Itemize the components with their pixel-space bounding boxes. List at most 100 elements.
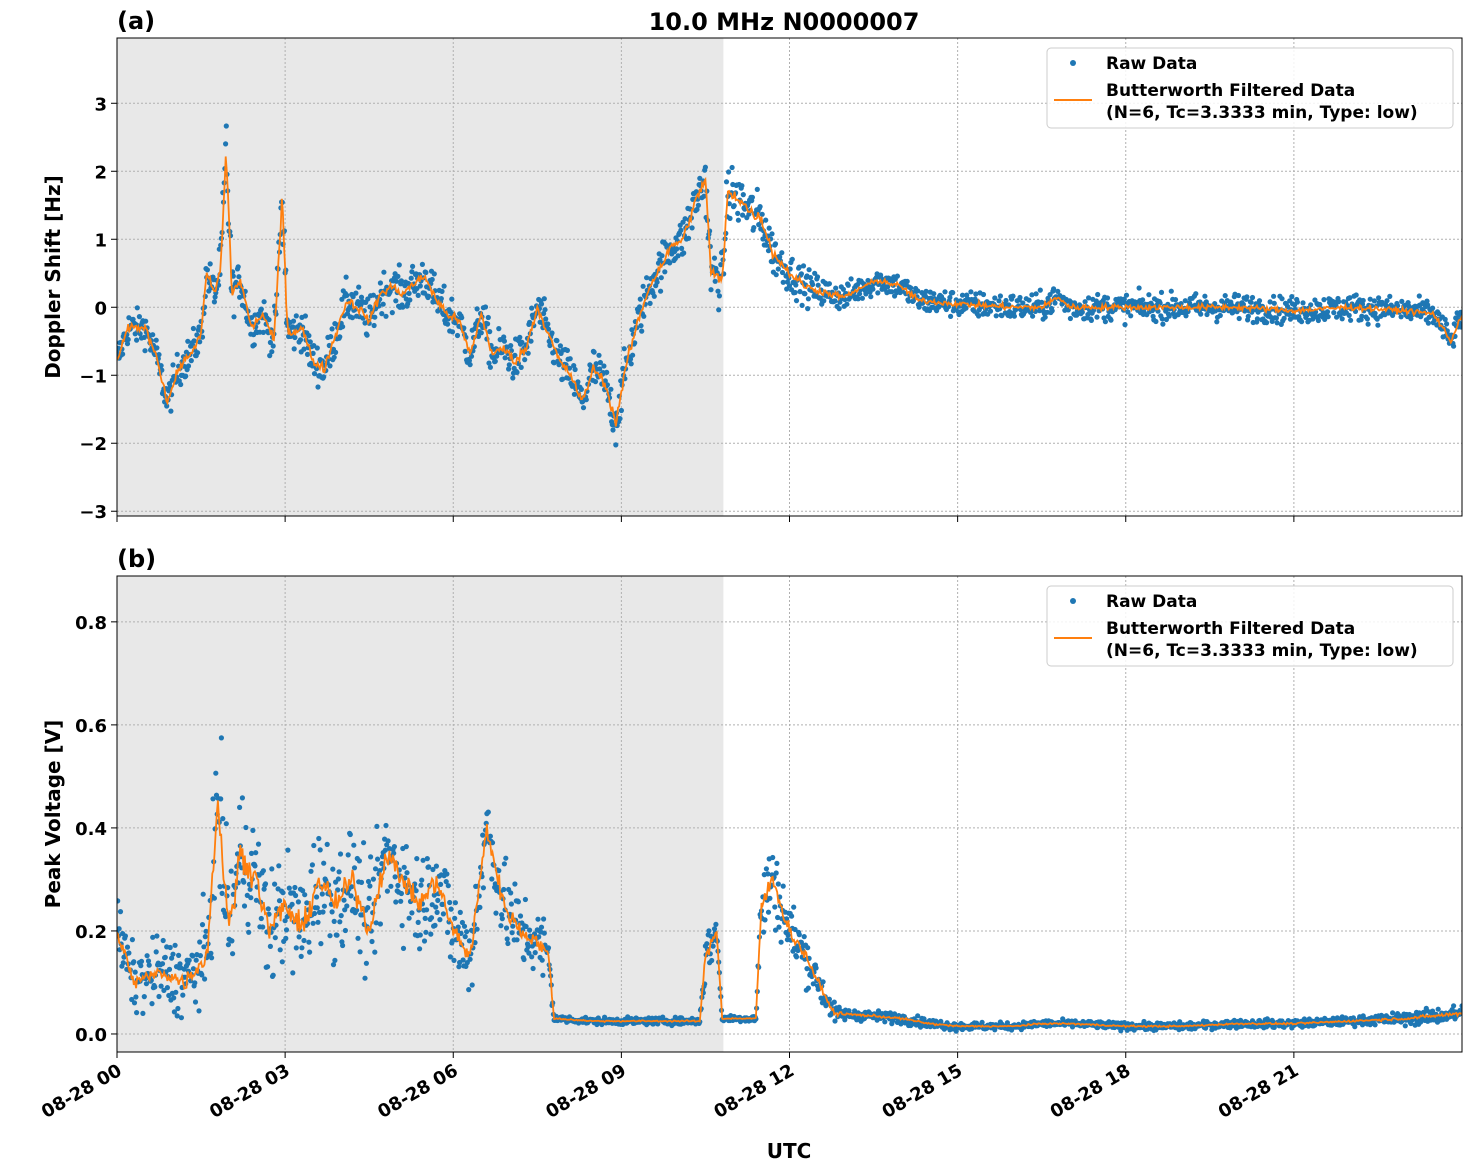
raw-data-point: [269, 866, 275, 872]
raw-data-point: [559, 376, 566, 382]
raw-data-point: [183, 373, 189, 379]
raw-data-point: [773, 870, 779, 876]
raw-data-point: [773, 272, 779, 278]
raw-data-point: [267, 353, 273, 359]
raw-data-point: [920, 300, 926, 306]
raw-data-point: [815, 282, 821, 288]
raw-data-point: [266, 317, 272, 323]
raw-data-point: [740, 212, 746, 218]
raw-data-point: [1387, 293, 1393, 299]
raw-data-point: [347, 831, 353, 838]
raw-data-point: [351, 865, 358, 871]
raw-data-point: [1271, 293, 1277, 299]
raw-data-point: [314, 905, 320, 911]
raw-data-point: [1299, 319, 1305, 325]
raw-data-point: [159, 961, 166, 967]
raw-data-point: [336, 869, 342, 875]
raw-data-point: [370, 876, 376, 882]
raw-data-point: [314, 894, 320, 900]
raw-data-point: [566, 365, 573, 371]
raw-data-point: [122, 933, 128, 939]
raw-data-point: [380, 301, 386, 307]
raw-data-point: [338, 913, 344, 919]
raw-data-point: [353, 290, 359, 296]
raw-data-point: [372, 314, 378, 320]
raw-data-point: [894, 273, 901, 279]
raw-data-point: [575, 379, 581, 385]
raw-data-point: [377, 921, 383, 927]
raw-data-point: [805, 985, 812, 991]
raw-data-point: [280, 890, 286, 896]
raw-data-point: [434, 909, 440, 916]
raw-data-point: [320, 909, 326, 915]
raw-data-point: [318, 941, 324, 947]
raw-data-point: [228, 868, 234, 874]
raw-data-point: [693, 189, 699, 195]
raw-data-point: [1006, 302, 1012, 308]
raw-data-point: [980, 291, 987, 298]
raw-data-point: [529, 954, 535, 960]
raw-data-point: [713, 265, 719, 272]
raw-data-point: [762, 917, 768, 923]
raw-data-point: [617, 416, 623, 422]
raw-data-point: [814, 274, 821, 280]
raw-data-point: [1360, 297, 1366, 304]
raw-data-point: [407, 297, 413, 303]
raw-data-point: [517, 334, 523, 340]
raw-data-point: [438, 881, 444, 888]
raw-data-point: [786, 283, 793, 289]
raw-data-point: [772, 904, 778, 910]
raw-data-point: [260, 924, 266, 930]
raw-data-point: [168, 408, 174, 414]
raw-data-point: [270, 972, 276, 978]
raw-data-point: [810, 281, 816, 288]
raw-data-point: [1374, 316, 1380, 322]
raw-data-point: [775, 266, 781, 272]
raw-data-point: [330, 866, 336, 872]
raw-data-point: [204, 267, 210, 273]
legend-box: [1046, 47, 1454, 129]
legend-filtered-params: (N=6, Tc=3.3333 min, Type: low): [1106, 103, 1418, 123]
raw-data-point: [1308, 302, 1314, 308]
raw-data-point: [1095, 291, 1101, 298]
raw-data-point: [469, 982, 475, 988]
raw-data-point: [329, 909, 335, 915]
raw-data-point: [950, 290, 956, 296]
raw-data-point: [765, 909, 772, 915]
raw-data-point: [1402, 1023, 1408, 1029]
raw-data-point: [749, 194, 756, 200]
raw-data-point: [314, 345, 320, 351]
raw-data-point: [708, 287, 714, 293]
raw-data-point: [694, 206, 700, 213]
raw-data-point: [125, 336, 131, 343]
raw-data-point: [727, 215, 733, 221]
raw-data-point: [171, 1009, 177, 1015]
raw-data-point: [200, 891, 206, 897]
raw-data-point: [401, 864, 407, 870]
raw-data-point: [759, 211, 765, 217]
raw-data-point: [735, 210, 741, 216]
raw-data-point: [1020, 300, 1026, 306]
raw-data-point: [130, 316, 136, 322]
raw-data-point: [340, 942, 346, 949]
raw-data-point: [356, 858, 362, 864]
raw-data-point: [775, 881, 781, 887]
raw-data-point: [791, 904, 797, 910]
raw-data-point: [538, 924, 545, 930]
raw-data-point: [131, 959, 137, 965]
raw-data-point: [1331, 310, 1337, 316]
raw-data-point: [1236, 315, 1242, 322]
raw-data-point: [493, 910, 499, 916]
raw-data-point: [863, 291, 869, 297]
raw-data-point: [1042, 314, 1048, 320]
raw-data-point: [276, 898, 283, 904]
raw-data-point: [545, 945, 552, 951]
x-tick-label: 08-28 18: [1047, 1060, 1134, 1123]
raw-data-point: [426, 293, 432, 299]
raw-data-point: [134, 305, 140, 311]
raw-data-point: [190, 325, 196, 332]
raw-data-point: [396, 262, 402, 268]
raw-data-point: [461, 923, 468, 929]
raw-data-point: [239, 795, 245, 801]
